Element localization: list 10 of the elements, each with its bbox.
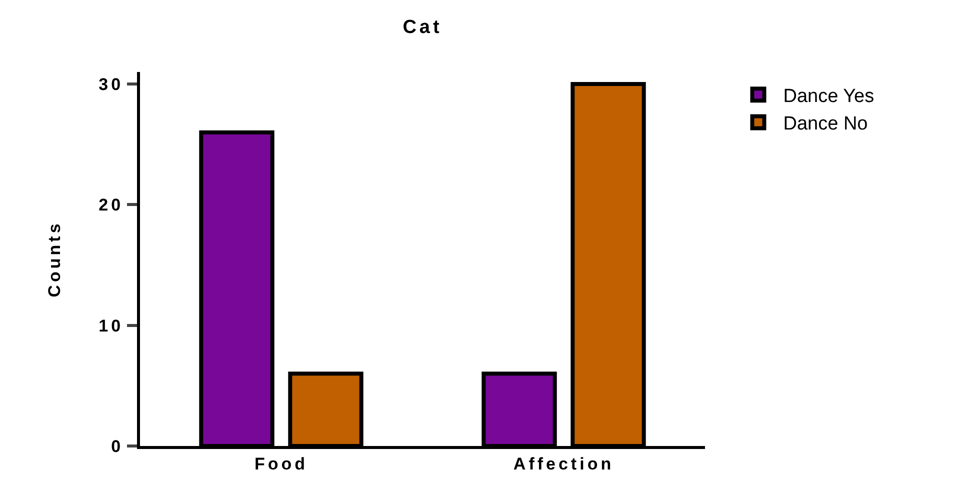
y-tick-label: 0 [111, 436, 124, 456]
legend-label: Dance Yes [783, 86, 874, 107]
y-tick-label: 20 [98, 196, 124, 215]
chart-title: Cat [402, 16, 442, 38]
y-axis-title: Counts [45, 220, 64, 298]
legend-label: Dance No [783, 114, 868, 135]
y-tick-label: 30 [98, 75, 124, 94]
x-tick-label: Affection [513, 454, 614, 474]
x-tick-label: Food [254, 454, 308, 474]
y-tick-label: 10 [98, 316, 124, 336]
